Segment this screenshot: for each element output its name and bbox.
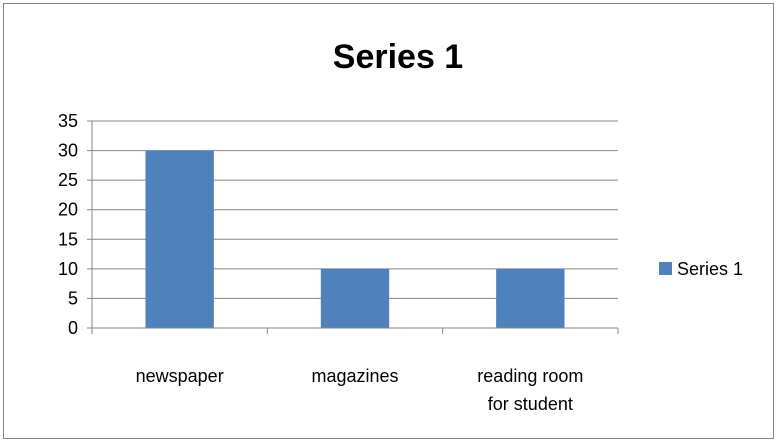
x-axis-labels: newspaper magazines reading room for studen… [136,366,584,414]
y-tick-label: 20 [58,200,78,220]
x-category-label: newspaper [136,366,224,386]
x-category-label: for student [488,394,573,414]
y-axis-ticks: 0 5 10 15 20 25 30 35 [58,111,92,338]
x-category-label: reading room [477,366,583,386]
legend: Series 1 [659,259,743,279]
x-axis [91,121,619,334]
bar [145,150,214,328]
x-category-label: magazines [311,366,398,386]
y-tick-label: 5 [68,288,78,308]
y-tick-label: 15 [58,229,78,249]
y-tick-label: 25 [58,170,78,190]
legend-swatch [659,262,672,275]
y-tick-label: 10 [58,259,78,279]
y-tick-label: 0 [68,318,78,338]
legend-label-series-1: Series 1 [677,259,743,279]
chart-frame [3,3,774,439]
y-tick-label: 35 [58,111,78,131]
bar [320,268,390,328]
bars [145,150,565,328]
chart-title: Series 1 [333,38,463,76]
y-tick-label: 30 [58,141,78,161]
bar [496,268,565,328]
